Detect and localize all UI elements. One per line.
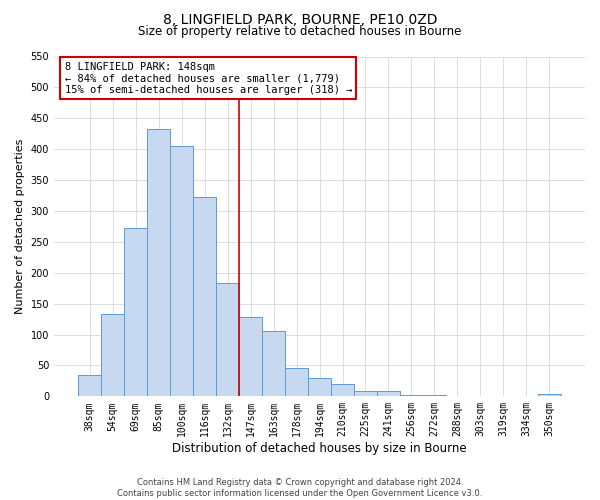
Bar bbox=[423, 395, 446, 396]
Bar bbox=[538, 394, 561, 396]
Text: Size of property relative to detached houses in Bourne: Size of property relative to detached ho… bbox=[139, 25, 461, 38]
X-axis label: Distribution of detached houses by size in Bourne: Distribution of detached houses by size … bbox=[172, 442, 467, 455]
Bar bbox=[170, 146, 193, 397]
Y-axis label: Number of detached properties: Number of detached properties bbox=[15, 138, 25, 314]
Bar bbox=[354, 392, 377, 396]
Text: Contains HM Land Registry data © Crown copyright and database right 2024.
Contai: Contains HM Land Registry data © Crown c… bbox=[118, 478, 482, 498]
Bar bbox=[193, 197, 216, 396]
Bar bbox=[400, 395, 423, 396]
Bar bbox=[101, 314, 124, 396]
Bar bbox=[331, 384, 354, 396]
Bar bbox=[262, 332, 285, 396]
Bar bbox=[124, 228, 147, 396]
Bar bbox=[308, 378, 331, 396]
Bar bbox=[78, 374, 101, 396]
Text: 8 LINGFIELD PARK: 148sqm
← 84% of detached houses are smaller (1,779)
15% of sem: 8 LINGFIELD PARK: 148sqm ← 84% of detach… bbox=[65, 62, 352, 95]
Bar bbox=[285, 368, 308, 396]
Bar bbox=[147, 130, 170, 396]
Bar bbox=[377, 392, 400, 396]
Bar bbox=[216, 282, 239, 397]
Text: 8, LINGFIELD PARK, BOURNE, PE10 0ZD: 8, LINGFIELD PARK, BOURNE, PE10 0ZD bbox=[163, 12, 437, 26]
Bar bbox=[239, 317, 262, 396]
